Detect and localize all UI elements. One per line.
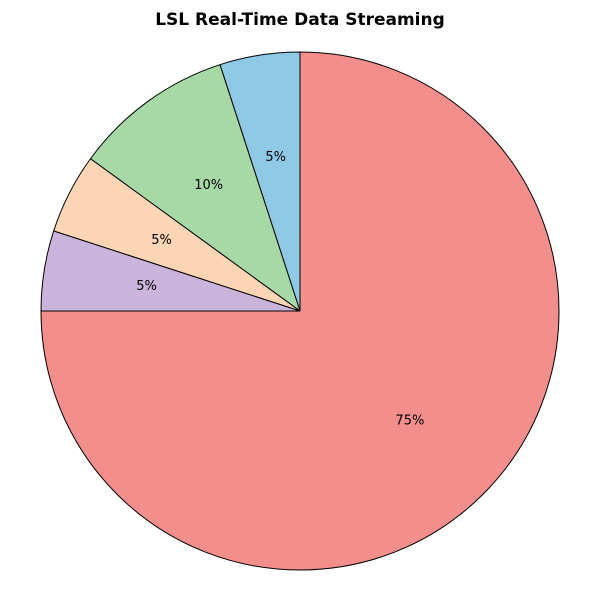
slice-label-3: 5% — [136, 279, 157, 294]
slice-label-2: 5% — [151, 233, 172, 248]
pie-slice-4 — [40, 51, 560, 571]
chart-title: LSL Real-Time Data Streaming — [155, 10, 445, 30]
slice-label-0: 5% — [265, 150, 286, 165]
pie-labels: 5% 10% 5% 5% 75% — [136, 150, 424, 428]
pie-slice-1 — [89, 64, 301, 312]
pie-slices — [40, 51, 560, 571]
slice-label-4: 75% — [395, 413, 424, 428]
slice-label-1: 10% — [194, 178, 223, 193]
